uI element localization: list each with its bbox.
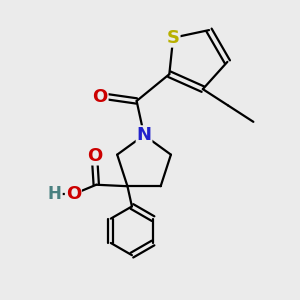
Text: O: O: [87, 147, 102, 165]
Text: N: N: [136, 126, 152, 144]
Text: O: O: [92, 88, 108, 106]
Text: S: S: [167, 29, 180, 47]
Text: H: H: [48, 184, 62, 202]
Text: O: O: [66, 184, 81, 202]
